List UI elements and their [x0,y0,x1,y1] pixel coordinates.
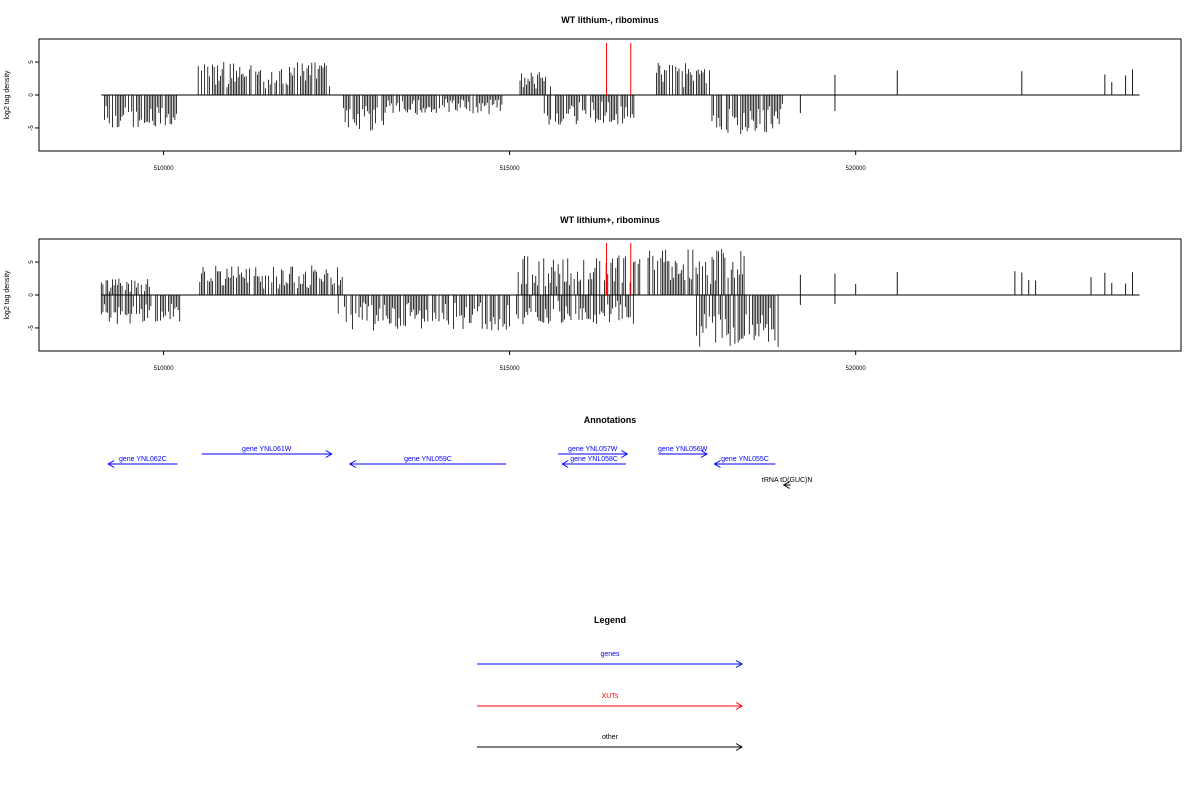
signal-region [100,295,181,325]
annotation-label: gene YNL061W [242,446,292,453]
signal-region [647,249,745,295]
annotations-title: Annotations [584,415,637,425]
signal-region [543,95,635,125]
annotation-label: gene YNL056W [658,446,708,453]
signal-region [384,95,503,115]
x-tick-label: 515000 [500,366,521,372]
annotation-feature: gene YNL057W [558,446,629,458]
track-panel: WT lithium+, ribominus 5 0 -5 log2 tag densi… [4,215,1182,372]
annotation-arrow [348,460,507,468]
x-tick-label: 510000 [154,366,175,372]
annotation-label: tRNA tD(GUC)N [762,477,813,484]
annotation-arrow [782,481,791,489]
legend-label: genes [600,651,620,658]
signal-region [711,95,783,135]
signal-region [197,62,330,95]
arrow-head [700,450,708,458]
track-panel: WT lithium-, ribominus 5 0 -5 log2 tag densi… [4,15,1182,172]
annotation-arrow [107,460,178,468]
x-tick-label: 520000 [846,166,867,172]
x-tick-label: 510000 [154,166,175,172]
legend-item: genes [477,651,743,668]
annotation-label: gene YNL057W [568,446,618,453]
arrow-head [348,460,357,468]
legend-label: XUTs [602,693,619,700]
chart-title: WT lithium-, ribominus [561,15,659,25]
legend-label: other [602,734,619,741]
y-tick-label: 5 [29,260,35,264]
annotation-label: gene YNL058C [570,456,618,463]
annotation-feature: tRNA tD(GUC)N [762,477,813,489]
annotation-arrow [561,460,626,468]
arrow-head [735,660,743,668]
legend-item: other [477,734,743,751]
y-tick-label: 0 [29,293,35,297]
legend-arrow [477,743,743,751]
signal-region [337,295,510,331]
arrow-head [713,460,721,468]
y-tick-label: 0 [29,93,35,97]
annotation-feature: gene YNL055C [713,456,776,468]
annotation-arrow [713,460,776,468]
chart-title: WT lithium+, ribominus [560,215,660,225]
signal-region [519,72,551,95]
legend-item: XUTs [477,693,743,710]
annotation-arrow [201,450,333,458]
y-tick-label: 5 [29,60,35,64]
y-axis-label: log2 tag density [4,270,11,320]
annotation-feature: gene YNL059C [348,456,507,468]
annotation-label: gene YNL062C [119,456,167,463]
arrow-head [735,702,743,710]
signal-region [343,95,384,131]
annotation-arrow [558,450,629,458]
annotation-feature: gene YNL061W [201,446,333,458]
arrow-head [325,450,333,458]
x-tick-label: 520000 [846,366,867,372]
annotation-arrow [658,450,708,458]
signal-region [517,255,641,295]
legend: Legend genes XUTs other [477,615,743,751]
arrow-head [735,743,743,751]
signal-region [104,95,177,128]
annotation-feature: gene YNL062C [107,456,178,468]
y-axis-label: log2 tag density [4,70,11,120]
arrow-head [107,460,115,468]
legend-arrow [477,660,743,668]
annotation-label: gene YNL059C [404,456,452,463]
annotation-label: gene YNL055C [721,456,769,463]
legend-title: Legend [594,615,626,625]
x-tick-label: 515000 [500,166,521,172]
signal-region [100,278,150,295]
arrow-head [782,481,790,489]
annotation-feature: gene YNL058C [561,456,626,468]
signal-region [696,295,779,347]
y-tick-label: -5 [29,125,35,131]
signal-region [656,62,710,95]
arrow-head [561,460,569,468]
annotation-feature: gene YNL056W [658,446,708,458]
signal-region [199,265,343,295]
y-tick-label: -5 [29,325,35,331]
legend-arrow [477,702,743,710]
signal-region [516,295,634,325]
arrow-head [621,450,629,458]
annotations-track: Annotations gene YNL062C gene YNL061W gene … [107,415,813,489]
